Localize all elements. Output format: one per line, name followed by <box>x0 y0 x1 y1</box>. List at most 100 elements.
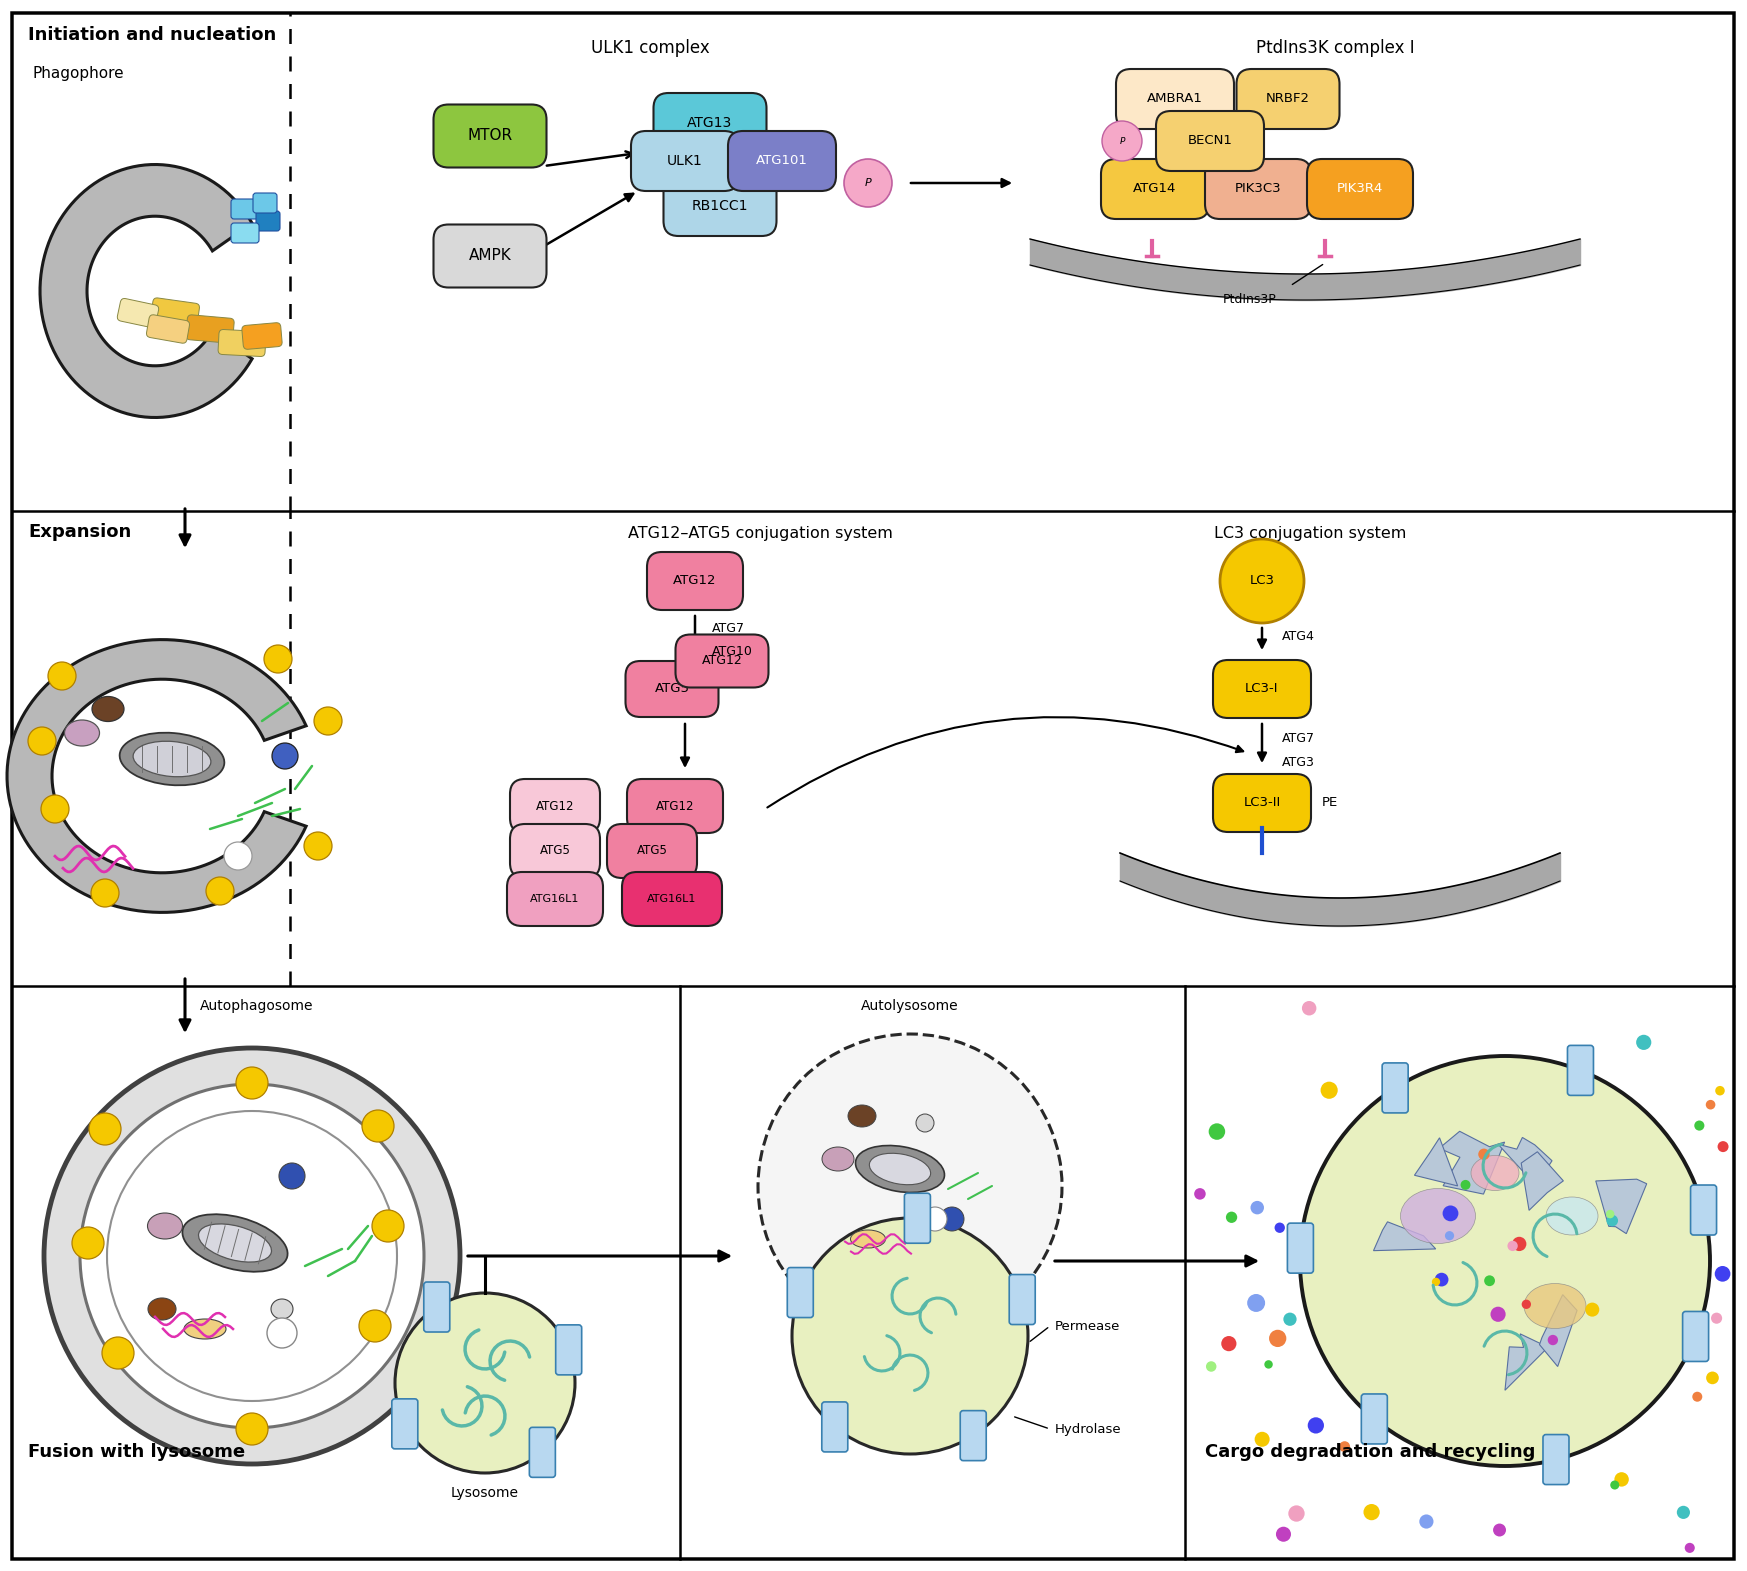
Text: ATG12: ATG12 <box>673 575 716 588</box>
FancyBboxPatch shape <box>529 1428 556 1477</box>
Circle shape <box>1716 1266 1731 1282</box>
Polygon shape <box>1504 1334 1548 1390</box>
Circle shape <box>1251 1200 1265 1214</box>
Circle shape <box>1340 1441 1350 1452</box>
Ellipse shape <box>182 1214 288 1273</box>
Ellipse shape <box>183 1320 225 1338</box>
FancyBboxPatch shape <box>1010 1274 1036 1324</box>
Ellipse shape <box>271 1299 293 1320</box>
FancyBboxPatch shape <box>556 1324 582 1375</box>
FancyBboxPatch shape <box>625 661 718 716</box>
FancyBboxPatch shape <box>1691 1185 1717 1235</box>
Ellipse shape <box>280 1163 306 1189</box>
Ellipse shape <box>119 732 224 786</box>
Circle shape <box>758 1034 1062 1338</box>
Circle shape <box>1205 1360 1216 1371</box>
FancyBboxPatch shape <box>627 779 723 833</box>
Circle shape <box>1548 1335 1558 1345</box>
Circle shape <box>1460 1180 1471 1189</box>
FancyBboxPatch shape <box>1567 1045 1593 1095</box>
Circle shape <box>1288 1505 1305 1522</box>
Polygon shape <box>1595 1180 1647 1233</box>
Text: ATG16L1: ATG16L1 <box>648 894 697 903</box>
Circle shape <box>1508 1241 1518 1251</box>
Polygon shape <box>1522 1152 1564 1210</box>
FancyBboxPatch shape <box>622 872 722 925</box>
Text: Lysosome: Lysosome <box>451 1486 519 1500</box>
Ellipse shape <box>1471 1156 1518 1191</box>
Circle shape <box>358 1310 391 1342</box>
Circle shape <box>1102 121 1143 160</box>
Text: AMBRA1: AMBRA1 <box>1148 93 1204 105</box>
Circle shape <box>372 1210 404 1243</box>
Circle shape <box>91 880 119 906</box>
Ellipse shape <box>133 742 211 776</box>
Circle shape <box>1209 1123 1225 1141</box>
Circle shape <box>1710 1313 1723 1324</box>
Circle shape <box>1268 1329 1286 1346</box>
Text: ATG12: ATG12 <box>702 655 742 668</box>
Circle shape <box>1684 1543 1695 1552</box>
FancyBboxPatch shape <box>653 93 767 152</box>
Text: LC3-I: LC3-I <box>1246 682 1279 696</box>
Circle shape <box>1433 1277 1440 1287</box>
Ellipse shape <box>148 1298 176 1320</box>
Circle shape <box>107 1111 397 1401</box>
Circle shape <box>1195 1188 1205 1200</box>
Text: Phagophore: Phagophore <box>31 66 124 82</box>
FancyBboxPatch shape <box>510 779 599 833</box>
Polygon shape <box>1497 1137 1551 1186</box>
Text: ATG3: ATG3 <box>1282 757 1315 770</box>
Polygon shape <box>1440 1131 1504 1194</box>
Circle shape <box>1485 1276 1495 1287</box>
Circle shape <box>1494 1524 1506 1536</box>
Circle shape <box>1254 1431 1270 1447</box>
Circle shape <box>1219 539 1303 624</box>
Text: ATG4: ATG4 <box>1282 630 1315 644</box>
Text: MTOR: MTOR <box>468 129 512 143</box>
Ellipse shape <box>851 1230 886 1247</box>
Circle shape <box>236 1067 267 1100</box>
Text: LC3: LC3 <box>1249 575 1275 588</box>
FancyBboxPatch shape <box>117 298 159 327</box>
Circle shape <box>1605 1210 1614 1219</box>
Circle shape <box>28 727 56 756</box>
Text: ATG7: ATG7 <box>1282 732 1315 746</box>
Text: Autophagosome: Autophagosome <box>201 999 314 1013</box>
Circle shape <box>1247 1295 1265 1312</box>
Circle shape <box>1302 1001 1317 1015</box>
FancyBboxPatch shape <box>507 872 603 925</box>
Circle shape <box>206 877 234 905</box>
Text: ATG16L1: ATG16L1 <box>531 894 580 903</box>
FancyBboxPatch shape <box>425 1282 449 1332</box>
FancyBboxPatch shape <box>1212 660 1310 718</box>
FancyBboxPatch shape <box>961 1411 987 1461</box>
Circle shape <box>1443 1205 1459 1221</box>
Circle shape <box>264 646 292 672</box>
Text: LC3 conjugation system: LC3 conjugation system <box>1214 526 1406 540</box>
Circle shape <box>922 1207 947 1232</box>
Text: PtdIns3K complex I: PtdIns3K complex I <box>1256 39 1415 57</box>
FancyBboxPatch shape <box>1116 69 1233 129</box>
Text: PE: PE <box>1322 796 1338 809</box>
Text: ATG10: ATG10 <box>713 644 753 658</box>
FancyBboxPatch shape <box>231 223 259 244</box>
FancyArrowPatch shape <box>767 716 1244 807</box>
Ellipse shape <box>823 1147 854 1170</box>
Ellipse shape <box>1523 1284 1586 1329</box>
Ellipse shape <box>940 1207 964 1232</box>
FancyBboxPatch shape <box>664 176 776 236</box>
FancyBboxPatch shape <box>821 1401 847 1452</box>
Text: P: P <box>865 178 872 189</box>
Text: ATG5: ATG5 <box>540 845 571 858</box>
Polygon shape <box>40 165 252 418</box>
Circle shape <box>1309 1417 1324 1434</box>
Circle shape <box>395 1293 575 1474</box>
FancyBboxPatch shape <box>905 1194 931 1243</box>
Text: RB1CC1: RB1CC1 <box>692 200 748 214</box>
FancyBboxPatch shape <box>241 322 281 349</box>
Text: BECN1: BECN1 <box>1188 135 1232 148</box>
Polygon shape <box>1373 1222 1436 1251</box>
Circle shape <box>1717 1141 1728 1152</box>
Text: ATG12–ATG5 conjugation system: ATG12–ATG5 conjugation system <box>627 526 893 540</box>
